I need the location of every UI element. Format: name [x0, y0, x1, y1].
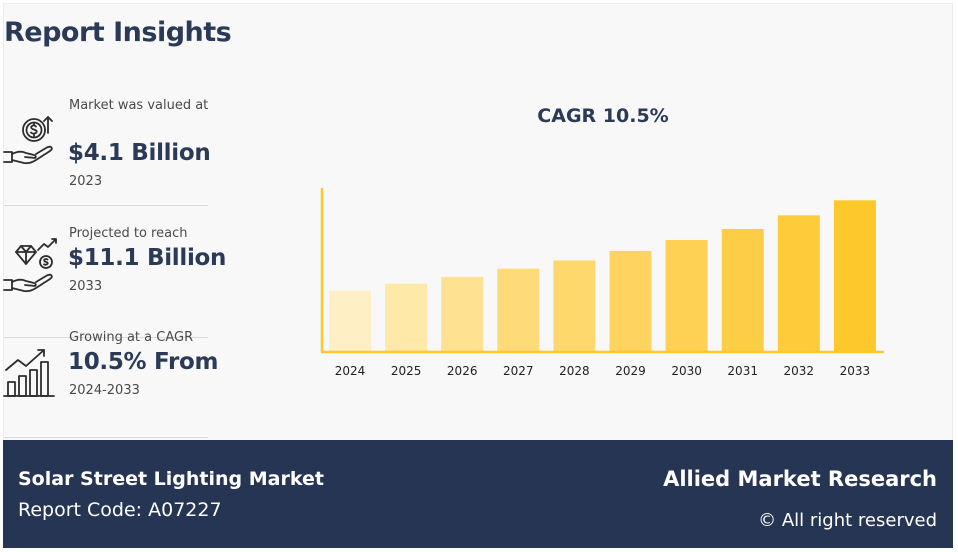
- growth-bar-chart-icon: [3, 349, 55, 397]
- bar-2031: [721, 229, 764, 352]
- footer-report-code: Report Code: A07227: [18, 499, 222, 521]
- bars-group: [329, 200, 876, 352]
- stat-label: Market was valued at: [69, 98, 209, 113]
- x-tick-label: 2028: [559, 364, 590, 378]
- x-tick-label: 2031: [727, 364, 758, 378]
- x-tick-label: 2027: [503, 364, 534, 378]
- page-title: Report Insights: [4, 17, 232, 48]
- bar-2033: [833, 200, 876, 352]
- bar-2026: [441, 276, 484, 352]
- stat-cagr: Growing at a CAGR 10.5% From 2024-2033: [2, 322, 218, 438]
- footer-publisher: Allied Market Research: [663, 467, 937, 491]
- x-tick-labels: 2024 2025 2026 2027 2028 2029 2030 2031 2032 2033: [335, 364, 870, 378]
- stat-projected-value: Projected to reach $11.1 Billion 2033: [2, 218, 226, 338]
- stat-label: Projected to reach: [69, 226, 188, 241]
- divider: [4, 337, 208, 338]
- bar-2032: [777, 215, 820, 352]
- x-tick-label: 2025: [391, 364, 422, 378]
- x-tick-label: 2030: [671, 364, 702, 378]
- diamond-hand-icon: [3, 238, 57, 293]
- divider: [4, 437, 208, 438]
- stat-value: $11.1 Billion: [68, 245, 227, 271]
- x-tick-label: 2026: [447, 364, 478, 378]
- cagr-bar-chart: CAGR 10.5% 2024 2025 2026 2027 2028 2029 2030 2…: [320, 105, 884, 378]
- x-tick-label: 2032: [784, 364, 815, 378]
- stat-year: 2033: [69, 279, 103, 294]
- x-tick-label: 2033: [840, 364, 871, 378]
- stat-market-value: Market was valued at $4.1 Billion 2023: [2, 90, 211, 206]
- bar-2028: [553, 260, 596, 352]
- chart-title: CAGR 10.5%: [537, 105, 668, 127]
- stat-label: Growing at a CAGR: [69, 330, 194, 345]
- footer-bar: Solar Street Lighting Market Report Code…: [3, 440, 953, 548]
- x-tick-label: 2029: [615, 364, 646, 378]
- money-hand-icon: [3, 116, 53, 165]
- bar-2025: [385, 283, 428, 352]
- stat-value: $4.1 Billion: [68, 140, 211, 166]
- footer-market-name: Solar Street Lighting Market: [18, 468, 324, 490]
- bar-2030: [665, 239, 708, 352]
- bar-2024: [329, 290, 371, 352]
- stat-years: 2024-2033: [69, 383, 140, 398]
- footer-rights: © All right reserved: [758, 510, 937, 531]
- bar-2029: [609, 250, 652, 352]
- x-tick-label: 2024: [335, 364, 366, 378]
- divider: [4, 205, 208, 206]
- bar-2027: [497, 268, 540, 352]
- stat-value: 10.5% From: [68, 349, 219, 375]
- stat-year: 2023: [69, 174, 103, 189]
